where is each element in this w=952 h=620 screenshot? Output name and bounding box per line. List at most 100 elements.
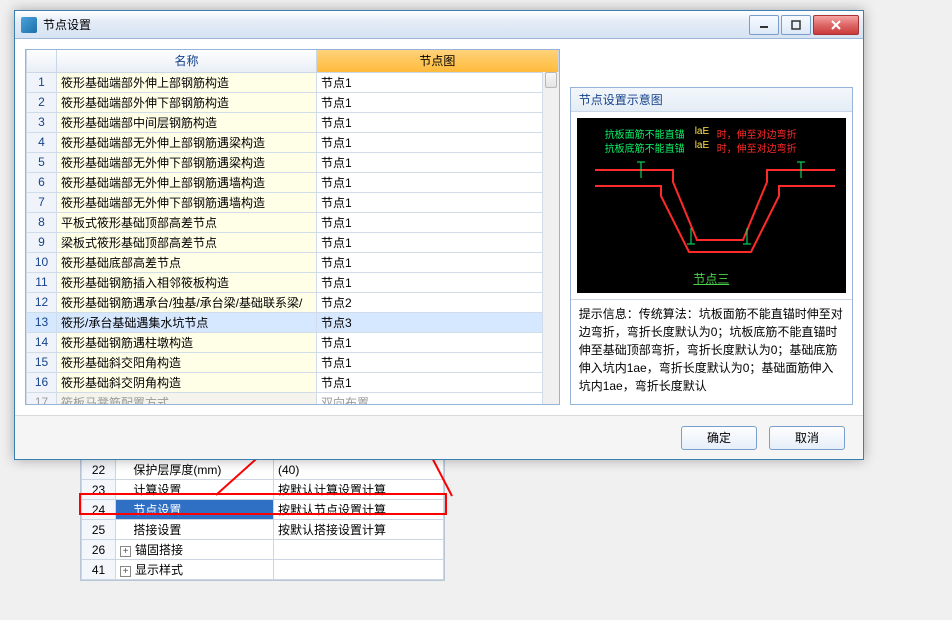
row-name: 筱形基础端部无外伸上部钢筋遇墙构造 [57, 172, 317, 192]
app-icon [21, 17, 37, 33]
expand-icon[interactable]: + [120, 566, 131, 577]
row-name: 筱形基础钢筋插入相邻筱板构造 [57, 272, 317, 292]
vertical-scrollbar[interactable] [542, 72, 559, 404]
row-value[interactable]: 节点1 [317, 352, 559, 372]
property-row[interactable]: 25 搭接设置按默认搭接设置计算 [82, 520, 444, 540]
row-value[interactable]: 节点1 [317, 172, 559, 192]
table-row[interactable]: 10筱形基础底部高差节点节点1 [27, 252, 559, 272]
table-row[interactable]: 14筱形基础钢筋遇柱墩构造节点1 [27, 332, 559, 352]
col-name-header[interactable]: 名称 [57, 50, 317, 72]
table-row[interactable]: 5筱形基础端部无外伸下部钢筋遇梁构造节点1 [27, 152, 559, 172]
row-index: 15 [27, 352, 57, 372]
table-row[interactable]: 8平板式筱形基础顶部高差节点节点1 [27, 212, 559, 232]
prop-value[interactable]: 按默认计算设置计算 [274, 480, 444, 500]
table-row[interactable]: 15筱形基础斜交阳角构造节点1 [27, 352, 559, 372]
table-row[interactable]: 7筱形基础端部无外伸下部钢筋遇墙构造节点1 [27, 192, 559, 212]
property-table: 22 保护层厚度(mm)(40)23 计算设置按默认计算设置计算24 节点设置按… [81, 459, 444, 580]
row-index: 8 [27, 212, 57, 232]
property-row[interactable]: 26+锚固搭接 [82, 540, 444, 560]
row-index: 4 [27, 132, 57, 152]
prop-index: 23 [82, 480, 116, 500]
prop-value[interactable] [274, 540, 444, 560]
row-value[interactable]: 节点1 [317, 72, 559, 92]
node-list-panel: 名称 节点图 1筱形基础端部外伸上部钢筋构造节点12筱形基础端部外伸下部钢筋构造… [25, 49, 560, 405]
row-value[interactable]: 节点3 [317, 312, 559, 332]
row-value[interactable]: 节点1 [317, 192, 559, 212]
row-value[interactable]: 节点1 [317, 92, 559, 112]
table-row[interactable]: 4筱形基础端部无外伸上部钢筋遇梁构造节点1 [27, 132, 559, 152]
node-diagram: 抗板面筋不能直锚 laE 时，伸至对边弯折 抗板底筋不能直锚 laE 时，伸至对… [577, 118, 846, 293]
table-row[interactable]: 11筱形基础钢筋插入相邻筱板构造节点1 [27, 272, 559, 292]
prop-name: +锚固搭接 [116, 540, 274, 560]
row-value[interactable]: 节点1 [317, 232, 559, 252]
row-index: 6 [27, 172, 57, 192]
row-name: 筱形基础端部中间层钢筋构造 [57, 112, 317, 132]
row-name: 筱形基础端部外伸下部钢筋构造 [57, 92, 317, 112]
ok-button[interactable]: 确定 [681, 426, 757, 450]
row-index: 7 [27, 192, 57, 212]
col-index-header[interactable] [27, 50, 57, 72]
row-value[interactable]: 节点1 [317, 252, 559, 272]
table-row[interactable]: 12筱形基础钢筋遇承台/独基/承台梁/基础联系梁/节点2 [27, 292, 559, 312]
row-name: 筱形基础底部高差节点 [57, 252, 317, 272]
row-value[interactable]: 节点2 [317, 292, 559, 312]
table-row[interactable]: 1筱形基础端部外伸上部钢筋构造节点1 [27, 72, 559, 92]
table-row[interactable]: 3筱形基础端部中间层钢筋构造节点1 [27, 112, 559, 132]
row-value[interactable]: 节点1 [317, 372, 559, 392]
row-index: 10 [27, 252, 57, 272]
underlying-property-grid: 22 保护层厚度(mm)(40)23 计算设置按默认计算设置计算24 节点设置按… [80, 458, 445, 581]
row-name: 梁板式筱形基础顶部高差节点 [57, 232, 317, 252]
row-name: 筱形基础端部无外伸下部钢筋遇墙构造 [57, 192, 317, 212]
prop-name: 计算设置 [116, 480, 274, 500]
row-index: 9 [27, 232, 57, 252]
prop-index: 24 [82, 500, 116, 520]
table-row[interactable]: 17筱板马凳筋配置方式双向布置 [27, 392, 559, 405]
hint-text: 提示信息：传统算法：坑板面筋不能直锚时伸至对边弯折，弯折长度默认为0；坑板底筋不… [571, 299, 852, 404]
row-value[interactable]: 节点1 [317, 132, 559, 152]
property-row[interactable]: 41+显示样式 [82, 560, 444, 580]
row-index: 17 [27, 392, 57, 405]
property-row[interactable]: 23 计算设置按默认计算设置计算 [82, 480, 444, 500]
table-row[interactable]: 13筱形/承台基础遇集水坑节点节点3 [27, 312, 559, 332]
prop-value[interactable] [274, 560, 444, 580]
col-val-header[interactable]: 节点图 [317, 50, 559, 72]
table-row[interactable]: 6筱形基础端部无外伸上部钢筋遇墙构造节点1 [27, 172, 559, 192]
row-index: 5 [27, 152, 57, 172]
row-value[interactable]: 节点1 [317, 152, 559, 172]
row-name: 筱板马凳筋配置方式 [57, 392, 317, 405]
row-value[interactable]: 节点1 [317, 332, 559, 352]
prop-name: 节点设置 [116, 500, 274, 520]
row-name: 筱形基础钢筋遇承台/独基/承台梁/基础联系梁/ [57, 292, 317, 312]
close-button[interactable] [813, 15, 859, 35]
diagram-label: 节点三 [577, 270, 846, 287]
maximize-button[interactable] [781, 15, 811, 35]
table-row[interactable]: 2筱形基础端部外伸下部钢筋构造节点1 [27, 92, 559, 112]
row-value[interactable]: 节点1 [317, 112, 559, 132]
prop-value[interactable]: 按默认节点设置计算 [274, 500, 444, 520]
row-index: 3 [27, 112, 57, 132]
prop-value[interactable]: 按默认搭接设置计算 [274, 520, 444, 540]
property-row[interactable]: 24 节点设置按默认节点设置计算 [82, 500, 444, 520]
row-name: 筱形基础端部无外伸上部钢筋遇梁构造 [57, 132, 317, 152]
row-name: 平板式筱形基础顶部高差节点 [57, 212, 317, 232]
row-value[interactable]: 节点1 [317, 272, 559, 292]
property-row[interactable]: 22 保护层厚度(mm)(40) [82, 460, 444, 480]
prop-name: +显示样式 [116, 560, 274, 580]
row-index: 2 [27, 92, 57, 112]
cancel-button[interactable]: 取消 [769, 426, 845, 450]
minimize-button[interactable] [749, 15, 779, 35]
expand-icon[interactable]: + [120, 546, 131, 557]
row-index: 11 [27, 272, 57, 292]
row-index: 12 [27, 292, 57, 312]
row-name: 筱形基础钢筋遇柱墩构造 [57, 332, 317, 352]
row-value[interactable]: 双向布置 [317, 392, 559, 405]
row-value[interactable]: 节点1 [317, 212, 559, 232]
row-index: 14 [27, 332, 57, 352]
table-row[interactable]: 9梁板式筱形基础顶部高差节点节点1 [27, 232, 559, 252]
dialog-titlebar[interactable]: 节点设置 [15, 11, 863, 39]
node-table[interactable]: 名称 节点图 1筱形基础端部外伸上部钢筋构造节点12筱形基础端部外伸下部钢筋构造… [26, 50, 559, 405]
table-row[interactable]: 16筱形基础斜交阴角构造节点1 [27, 372, 559, 392]
dialog-title: 节点设置 [43, 16, 747, 33]
prop-value[interactable]: (40) [274, 460, 444, 480]
prop-name: 保护层厚度(mm) [116, 460, 274, 480]
